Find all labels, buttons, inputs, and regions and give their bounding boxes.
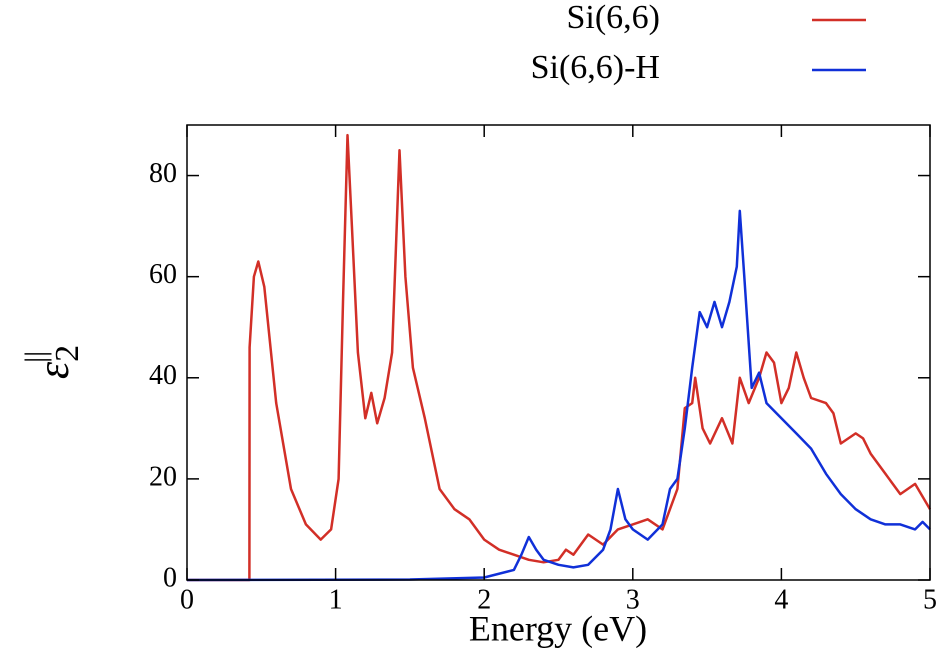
x-tick-label: 2	[477, 584, 491, 615]
y-axis-label: ε2||	[19, 345, 86, 379]
legend-label: Si(6,6)	[567, 0, 661, 36]
x-tick-label: 5	[923, 584, 937, 615]
y-tick-label: 80	[149, 158, 177, 189]
y-tick-label: 20	[149, 461, 177, 492]
x-tick-label: 0	[180, 584, 194, 615]
y-tick-label: 0	[163, 562, 177, 593]
plot-frame	[186, 124, 931, 581]
x-tick-label: 4	[774, 584, 788, 615]
legend-label: Si(6,6)-H	[531, 49, 660, 86]
x-tick-label: 3	[626, 584, 640, 615]
y-label-symbol: ε	[29, 361, 78, 379]
y-tick-label: 40	[149, 360, 177, 391]
data-line	[187, 133, 932, 582]
x-tick-label: 1	[329, 584, 343, 615]
y-tick-label: 60	[149, 259, 177, 290]
y-label-sup: ||	[19, 351, 52, 363]
data-line	[186, 209, 931, 582]
x-axis-label: Energy (eV)	[469, 608, 647, 648]
y-label-sub: 2	[49, 345, 86, 362]
